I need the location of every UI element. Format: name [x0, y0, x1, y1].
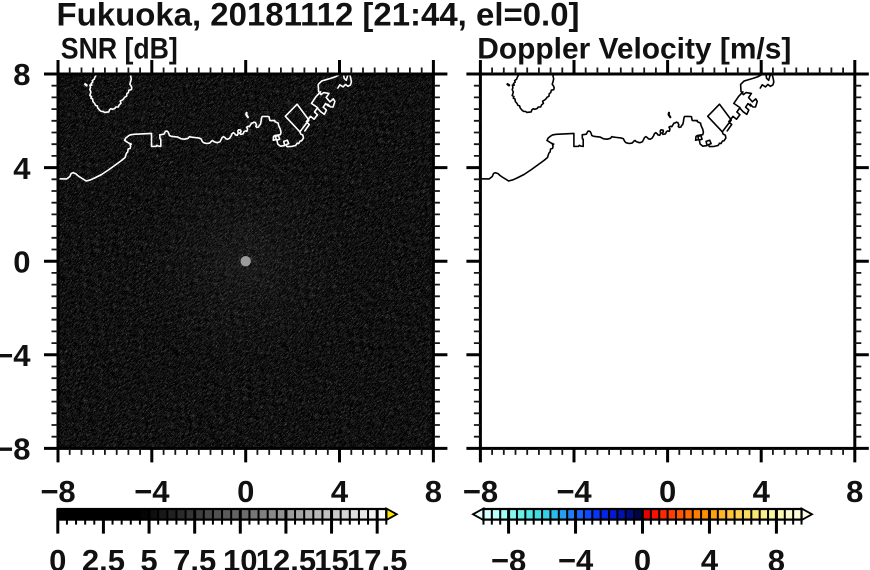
svg-text:Doppler Velocity [m/s]: Doppler Velocity [m/s] [477, 32, 791, 65]
svg-text:15: 15 [314, 543, 348, 570]
svg-text:−8: −8 [463, 474, 498, 509]
svg-text:SNR [dB]: SNR [dB] [61, 32, 178, 65]
svg-text:4: 4 [701, 543, 719, 570]
svg-text:0: 0 [13, 244, 30, 279]
svg-text:2.5: 2.5 [82, 543, 125, 570]
svg-text:0: 0 [634, 543, 651, 570]
svg-text:−4: −4 [134, 474, 170, 509]
svg-text:7.5: 7.5 [173, 543, 216, 570]
svg-text:−8: −8 [40, 474, 75, 509]
svg-text:Fukuoka, 20181112 [21:44, el=0: Fukuoka, 20181112 [21:44, el=0.0] [57, 0, 580, 32]
svg-text:0: 0 [237, 474, 254, 509]
svg-text:−4: −4 [556, 474, 592, 509]
svg-text:4: 4 [753, 474, 771, 509]
svg-text:4: 4 [13, 151, 31, 186]
svg-text:8: 8 [13, 57, 30, 92]
svg-text:0: 0 [659, 474, 676, 509]
svg-text:0: 0 [49, 543, 66, 570]
svg-text:10: 10 [223, 543, 257, 570]
svg-text:−4: −4 [558, 543, 594, 570]
svg-text:5: 5 [140, 543, 157, 570]
svg-text:8: 8 [846, 474, 863, 509]
svg-text:12.5: 12.5 [256, 543, 316, 570]
svg-text:17.5: 17.5 [347, 543, 407, 570]
svg-text:−8: −8 [491, 543, 526, 570]
svg-text:4: 4 [331, 474, 349, 509]
svg-text:−8: −8 [0, 432, 31, 467]
svg-text:−4: −4 [0, 338, 31, 373]
svg-text:8: 8 [425, 474, 442, 509]
svg-text:8: 8 [768, 543, 785, 570]
